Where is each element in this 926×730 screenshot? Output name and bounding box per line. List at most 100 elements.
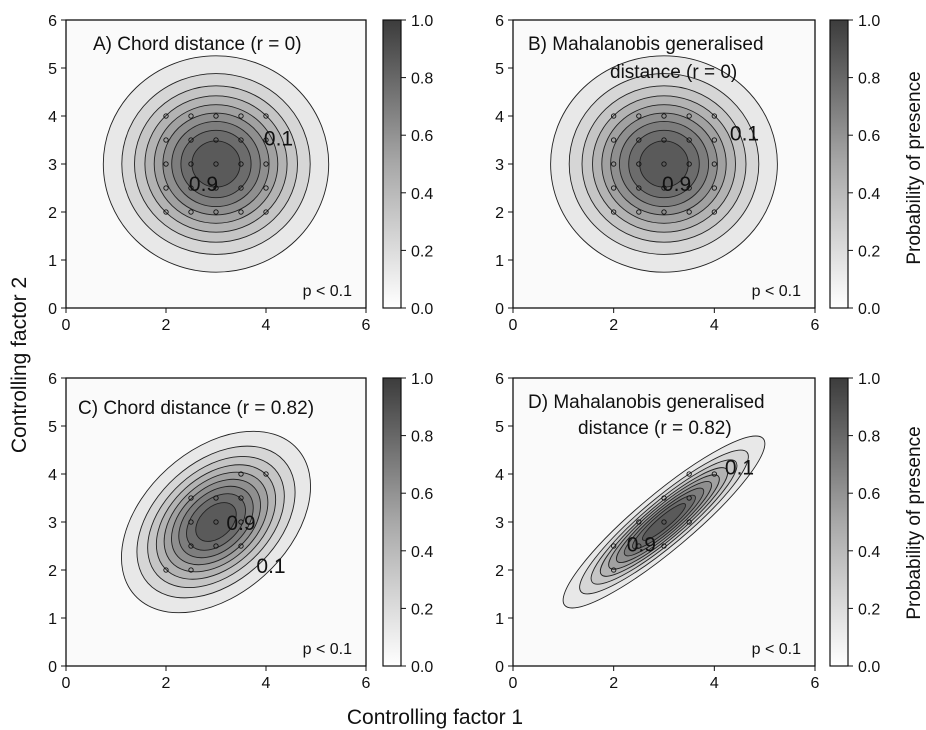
- colorbar-tick-label: 0.6: [411, 128, 433, 145]
- x-tick-label: 6: [362, 317, 371, 334]
- y-tick-label: 6: [48, 13, 57, 30]
- x-tick-label: 0: [62, 675, 71, 692]
- x-tick-label: 0: [62, 317, 71, 334]
- colorbar-tick-label: 0.8: [411, 429, 433, 446]
- y-tick-label: 1: [48, 611, 57, 628]
- y-tick-label: 3: [48, 515, 57, 532]
- y-tick-label: 2: [48, 563, 57, 580]
- sample-point: [188, 113, 194, 119]
- sample-point: [686, 495, 692, 501]
- panel-B: 0.1 0.9 B) Mahalanobis generalised distance…: [495, 13, 880, 334]
- contour-bands: [550, 55, 778, 273]
- sample-point: [238, 137, 244, 143]
- y-tick-label: 4: [48, 467, 57, 484]
- x-tick-label: 4: [262, 317, 271, 334]
- y-tick-label: 6: [48, 371, 57, 388]
- sample-point: [263, 137, 269, 143]
- sample-point: [611, 543, 617, 549]
- colorbar-tick-label: 0.0: [858, 301, 880, 318]
- contour-bands: [102, 55, 330, 273]
- colorbar: [829, 19, 849, 309]
- x-tick-label: 6: [811, 317, 820, 334]
- sample-point: [188, 519, 194, 525]
- colorbar-tick-label: 0.6: [858, 486, 880, 503]
- sample-point: [163, 137, 169, 143]
- sample-point: [238, 495, 244, 501]
- p-value-annotation: p < 0.1: [303, 641, 352, 658]
- sample-point: [213, 185, 219, 191]
- contour-level-0-9: [639, 140, 689, 188]
- sample-point: [163, 185, 169, 191]
- colorbar-tick-label: 0.6: [858, 128, 880, 145]
- sample-point: [686, 113, 692, 119]
- sample-point: [686, 519, 692, 525]
- x-tick-label: 6: [362, 675, 371, 692]
- y-tick-label: 4: [495, 467, 504, 484]
- sample-point: [636, 185, 642, 191]
- p-value-annotation: p < 0.1: [752, 283, 801, 300]
- sample-point: [238, 161, 244, 167]
- sample-point: [661, 137, 667, 143]
- sample-point: [686, 161, 692, 167]
- sample-point: [238, 185, 244, 191]
- sample-point: [238, 543, 244, 549]
- sample-point: [213, 161, 219, 167]
- sample-point: [611, 185, 617, 191]
- sample-point: [611, 113, 617, 119]
- sample-point: [188, 185, 194, 191]
- sample-point: [686, 471, 692, 477]
- panel-title: distance (r = 0): [610, 62, 737, 83]
- contour-label: 0.9: [189, 173, 218, 196]
- contour-level-0-9: [195, 502, 237, 542]
- panel-title: distance (r = 0.82): [578, 418, 732, 439]
- sample-point: [238, 113, 244, 119]
- contour-label: 0.9: [662, 173, 691, 196]
- contour-label: 0.9: [627, 534, 656, 557]
- y-tick-label: 5: [48, 419, 57, 436]
- sample-point: [611, 209, 617, 215]
- sample-point: [213, 137, 219, 143]
- sample-point: [636, 161, 642, 167]
- sample-point: [636, 543, 642, 549]
- sample-points: [611, 113, 717, 215]
- contour-label: 0.1: [264, 128, 293, 151]
- sample-point: [636, 137, 642, 143]
- sample-point: [711, 137, 717, 143]
- sample-point: [661, 113, 667, 119]
- colorbar-tick-label: 0.2: [858, 601, 880, 618]
- sample-point: [213, 543, 219, 549]
- panel-title: A) Chord distance (r = 0): [93, 34, 302, 55]
- colorbar-tick-label: 0.4: [858, 544, 880, 561]
- colorbar-tick-label: 0.0: [411, 659, 433, 676]
- sample-point: [213, 519, 219, 525]
- sample-point: [263, 161, 269, 167]
- y-tick-label: 1: [48, 253, 57, 270]
- sample-point: [238, 471, 244, 477]
- sample-point: [163, 113, 169, 119]
- sample-point: [611, 137, 617, 143]
- contour-label: 0.1: [256, 555, 285, 578]
- y-tick-label: 5: [495, 61, 504, 78]
- colorbar: [382, 19, 402, 309]
- colorbar-tick-label: 0.0: [411, 301, 433, 318]
- colorbar: [382, 377, 402, 667]
- sample-point: [661, 185, 667, 191]
- colorbar-tick-label: 1.0: [858, 371, 880, 388]
- y-tick-label: 5: [495, 419, 504, 436]
- y-axis-label: Controlling factor 2: [8, 277, 31, 453]
- sample-point: [263, 209, 269, 215]
- x-tick-label: 2: [162, 675, 171, 692]
- y-tick-label: 3: [495, 515, 504, 532]
- sample-point: [661, 209, 667, 215]
- sample-point: [163, 567, 169, 573]
- colorbar-tick-label: 1.0: [411, 371, 433, 388]
- panel-C: 0.90.1 C) Chord distance (r = 0.82) p < 0.…: [48, 371, 433, 692]
- sample-point: [711, 185, 717, 191]
- y-tick-label: 4: [495, 109, 504, 126]
- sample-point: [263, 471, 269, 477]
- x-tick-label: 0: [509, 675, 518, 692]
- colorbar-tick-label: 0.4: [411, 544, 433, 561]
- sample-point: [661, 495, 667, 501]
- panel-title: B) Mahalanobis generalised: [528, 34, 764, 55]
